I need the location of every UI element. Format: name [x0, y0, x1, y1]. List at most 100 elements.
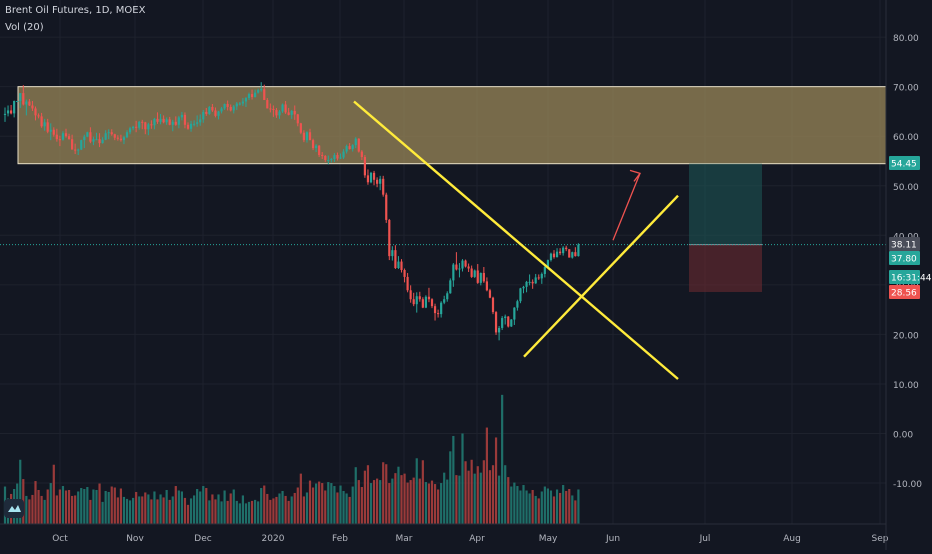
volume-bar: [470, 459, 473, 524]
drawings[interactable]: [353, 100, 679, 380]
y-tick-label: -10.00: [893, 480, 922, 490]
candle-body: [537, 277, 540, 279]
candle-body: [476, 270, 479, 283]
candle-body: [254, 92, 257, 98]
candle-body: [391, 250, 394, 257]
volume-bar: [55, 495, 58, 524]
volume-bar: [266, 493, 269, 524]
candle-body: [281, 104, 284, 112]
volume-bar: [528, 493, 531, 524]
volume-bar: [77, 491, 80, 524]
volume-bar: [238, 503, 241, 524]
candle-body: [144, 122, 147, 130]
y-tick-label: 80.00: [893, 34, 919, 44]
volume-bar: [519, 490, 522, 524]
volume-bar: [400, 475, 403, 524]
volume-bar: [336, 492, 339, 524]
volume-bar: [513, 482, 516, 524]
candle-body: [440, 302, 443, 315]
candle-body: [397, 261, 400, 269]
volume-bar: [552, 496, 556, 524]
candle-body: [552, 253, 556, 258]
volume-bar: [430, 480, 434, 524]
volume-bar: [525, 490, 528, 524]
volume-bar: [208, 500, 211, 524]
candle-body: [3, 113, 7, 115]
candle-body: [458, 268, 461, 270]
volume-bar: [180, 491, 183, 524]
volume-bar: [232, 489, 235, 524]
volume-bar: [71, 495, 74, 524]
candle-body: [153, 118, 156, 126]
volume-bar: [467, 470, 470, 524]
candle-body: [531, 281, 534, 284]
volume-bar: [275, 496, 278, 524]
volume-bar: [311, 487, 315, 524]
volume-bar: [458, 475, 461, 524]
candle-body: [555, 251, 559, 258]
candle-body: [49, 129, 52, 132]
candle-body: [565, 247, 568, 250]
price-tag: [889, 251, 920, 265]
volume-bar: [165, 489, 168, 524]
volume-bar: [391, 478, 394, 524]
candle-body: [186, 124, 190, 129]
volume-bar: [159, 494, 162, 524]
volume-bar: [394, 473, 397, 524]
volume-bar: [220, 501, 223, 524]
candle-body: [318, 145, 321, 156]
candle-body: [348, 146, 351, 150]
volume-bar: [452, 435, 455, 524]
volume-bar: [559, 492, 562, 524]
volume-bar: [116, 497, 119, 524]
candle-body: [403, 269, 406, 277]
volume-bar: [531, 489, 534, 524]
volume-bar: [461, 433, 464, 524]
volume-bar: [64, 490, 68, 524]
position-tool[interactable]: [689, 163, 762, 292]
volume-bar: [83, 488, 86, 524]
candle-body: [577, 244, 580, 257]
candle-body: [168, 119, 171, 125]
candle-body: [467, 266, 470, 269]
volume-bar: [107, 491, 110, 524]
candle-body: [202, 111, 205, 120]
tradingview-logo[interactable]: [4, 499, 24, 518]
candle-body: [193, 123, 196, 125]
candle-body: [16, 101, 19, 103]
candle-body: [574, 252, 577, 257]
candle-body: [275, 109, 278, 116]
candle-body: [205, 111, 208, 114]
volume-bar: [293, 492, 296, 524]
candle-body: [308, 132, 312, 141]
candle-body: [305, 132, 309, 141]
volume-bar: [296, 487, 299, 524]
candle-body: [528, 281, 531, 283]
candle-body: [470, 268, 473, 277]
candle-body: [67, 136, 71, 140]
volume-bar: [568, 488, 571, 524]
y-tick-label: 60.00: [893, 133, 919, 143]
candle-body: [189, 123, 193, 129]
volume-bar: [546, 488, 549, 524]
volume-bar: [351, 486, 354, 524]
volume-bar: [494, 437, 498, 524]
volume-bar: [223, 490, 226, 524]
volume-bar: [348, 496, 351, 524]
volume-bar: [522, 485, 525, 524]
volume-bar: [534, 495, 537, 524]
price-tag: [889, 285, 920, 299]
candle-body: [199, 119, 202, 123]
logo-mark: [8, 505, 21, 512]
candle-body: [113, 134, 116, 138]
volume-bar: [571, 495, 574, 524]
candle-body: [534, 277, 537, 284]
x-tick-label: Jul: [699, 534, 711, 544]
candle-body: [540, 273, 543, 279]
candle-body: [473, 270, 476, 277]
candle-body: [522, 286, 525, 289]
candle-body: [77, 149, 80, 151]
